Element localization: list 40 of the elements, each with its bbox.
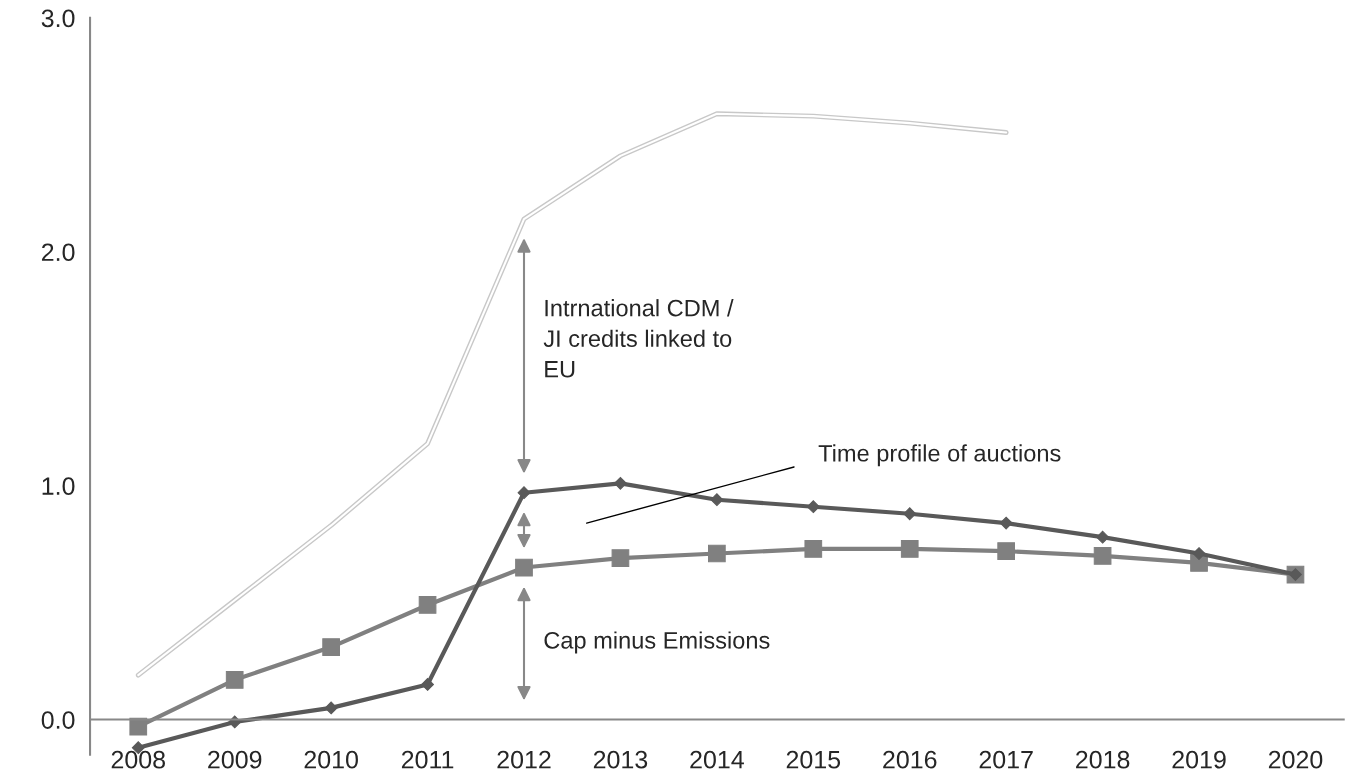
x-tick-label: 2015: [786, 750, 841, 769]
point: [1192, 547, 1206, 560]
point: [710, 493, 724, 507]
point: [614, 476, 627, 490]
point: [421, 678, 434, 691]
point: [418, 596, 437, 614]
point: [517, 486, 531, 500]
point: [324, 701, 338, 715]
y-tick-label: 2.0: [41, 243, 75, 262]
point: [997, 542, 1016, 561]
point: [999, 516, 1013, 530]
x-tick-label: 2019: [1172, 750, 1226, 769]
point: [515, 558, 533, 577]
point: [611, 549, 630, 568]
y-tick-label: 3.0: [41, 9, 75, 28]
y-tick-label: 0.0: [41, 711, 75, 729]
x-tick-label: 2010: [304, 750, 358, 769]
x-tick-label: 2017: [979, 750, 1033, 769]
point: [1093, 547, 1112, 565]
x-tick-label: 2009: [208, 750, 262, 769]
point: [806, 500, 820, 514]
point: [903, 507, 917, 521]
point: [708, 544, 726, 563]
point: [804, 539, 823, 558]
x-tick-label: 2008: [111, 750, 165, 769]
annotation: Cap minus Emissions: [544, 631, 770, 654]
x-tick-label: 2016: [883, 750, 937, 769]
point: [322, 638, 340, 656]
x-tick-label: 2012: [497, 750, 551, 769]
x-tick-label: 2020: [1268, 750, 1323, 769]
x-tick-label: 2013: [593, 750, 648, 769]
x-tick-label: 2018: [1076, 750, 1130, 769]
point: [900, 539, 919, 558]
annotation: Intrnational CDM / JI credits linked to EU: [543, 299, 734, 378]
point: [1096, 530, 1110, 544]
y-tick-label: 1.0: [42, 477, 75, 495]
annotation: Time profile of auctions: [818, 444, 1061, 467]
x-tick-label: 2011: [401, 750, 454, 769]
x-tick-label: 2014: [690, 750, 744, 769]
point: [225, 670, 244, 689]
